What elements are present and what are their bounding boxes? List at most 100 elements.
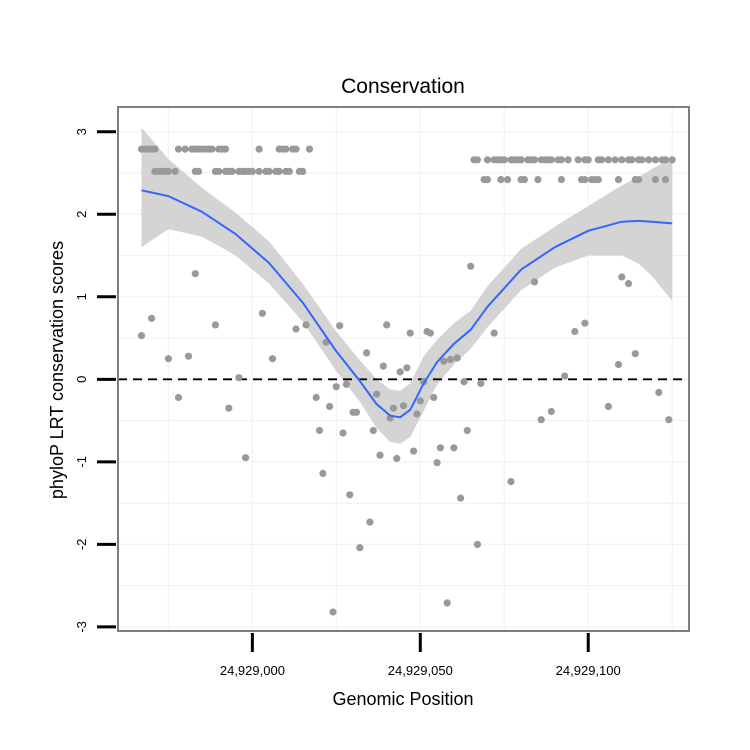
data-point (373, 390, 381, 398)
data-point (248, 167, 256, 175)
data-point (661, 156, 670, 164)
data-point (651, 176, 660, 184)
data-point (534, 176, 542, 184)
data-point (255, 145, 263, 153)
x-axis: 24,929,000 24,929,050 24,929,100 (220, 633, 621, 678)
data-point (460, 378, 468, 386)
data-point (255, 167, 263, 175)
y-tick-label: 0 (74, 376, 89, 383)
data-point (215, 167, 223, 175)
data-point (507, 478, 515, 486)
data-point (181, 145, 189, 153)
y-axis: -3 -2 -1 0 1 2 3 (74, 128, 116, 633)
data-point (148, 314, 156, 322)
data-point (537, 416, 545, 424)
data-point (584, 156, 592, 164)
data-point (520, 176, 529, 184)
data-point (268, 355, 277, 363)
data-point (346, 491, 354, 499)
data-point (557, 176, 566, 184)
data-point (184, 352, 193, 360)
data-point (329, 608, 337, 616)
data-point (413, 410, 421, 418)
data-point (275, 167, 283, 175)
data-point (211, 321, 219, 329)
data-point (228, 167, 236, 175)
data-point (628, 156, 636, 164)
data-point (352, 408, 361, 416)
data-point (235, 374, 243, 382)
y-axis-title: phyloP LRT conservation scores (47, 241, 67, 499)
data-point (631, 350, 639, 358)
data-point (174, 393, 183, 402)
data-point (581, 319, 589, 327)
data-point (342, 380, 350, 388)
data-point (396, 368, 404, 376)
data-point (614, 176, 623, 184)
data-point (604, 402, 613, 411)
data-point (618, 156, 626, 164)
data-point (174, 145, 183, 153)
data-point (547, 407, 555, 416)
data-point (430, 393, 438, 402)
data-point (265, 167, 273, 175)
data-point (571, 327, 579, 336)
data-point (366, 518, 374, 526)
data-point (208, 145, 216, 153)
data-point (315, 426, 324, 435)
data-point (500, 156, 508, 164)
x-tick-label: 24,929,100 (556, 663, 621, 678)
chart-title: Conservation (341, 75, 465, 98)
data-point (457, 494, 465, 502)
data-point (410, 447, 418, 455)
x-tick-label: 24,929,050 (388, 663, 453, 678)
data-point (477, 379, 485, 387)
data-point (530, 278, 539, 286)
data-point (483, 176, 492, 184)
data-point (225, 404, 233, 412)
data-point (399, 402, 408, 410)
y-tick-label: -3 (74, 621, 89, 633)
data-point (285, 167, 293, 175)
data-point (655, 388, 663, 397)
data-point (483, 156, 492, 164)
loess-smooth-line (141, 189, 673, 419)
data-point (614, 360, 623, 369)
data-point (137, 332, 146, 340)
data-point (665, 416, 673, 424)
data-point (171, 167, 179, 175)
data-point (638, 156, 646, 164)
data-point (312, 393, 320, 402)
data-point (473, 540, 481, 549)
data-point (292, 145, 300, 153)
data-point (668, 156, 676, 164)
data-point (339, 429, 347, 437)
data-point (379, 362, 387, 370)
data-point (517, 156, 525, 164)
y-tick-label: -1 (74, 456, 89, 468)
data-point (191, 270, 199, 278)
data-point (564, 156, 572, 164)
data-point (436, 444, 444, 452)
y-tick-label: -2 (74, 539, 89, 551)
data-point (299, 167, 307, 175)
data-point (530, 156, 539, 164)
data-point (195, 167, 203, 175)
data-point (611, 156, 619, 164)
data-point (305, 145, 314, 153)
data-point (446, 355, 455, 364)
data-point (242, 454, 250, 462)
data-point (151, 145, 159, 153)
data-point (426, 329, 434, 337)
data-point (557, 156, 566, 164)
x-axis-title: Genomic Position (332, 689, 473, 709)
y-tick-label: 3 (74, 128, 89, 135)
data-point (598, 156, 606, 164)
data-point (282, 145, 290, 153)
y-tick-label: 2 (74, 211, 89, 218)
smooth-line-layer (141, 189, 673, 419)
x-tick-label: 24,929,000 (220, 663, 285, 678)
data-point (369, 426, 377, 435)
